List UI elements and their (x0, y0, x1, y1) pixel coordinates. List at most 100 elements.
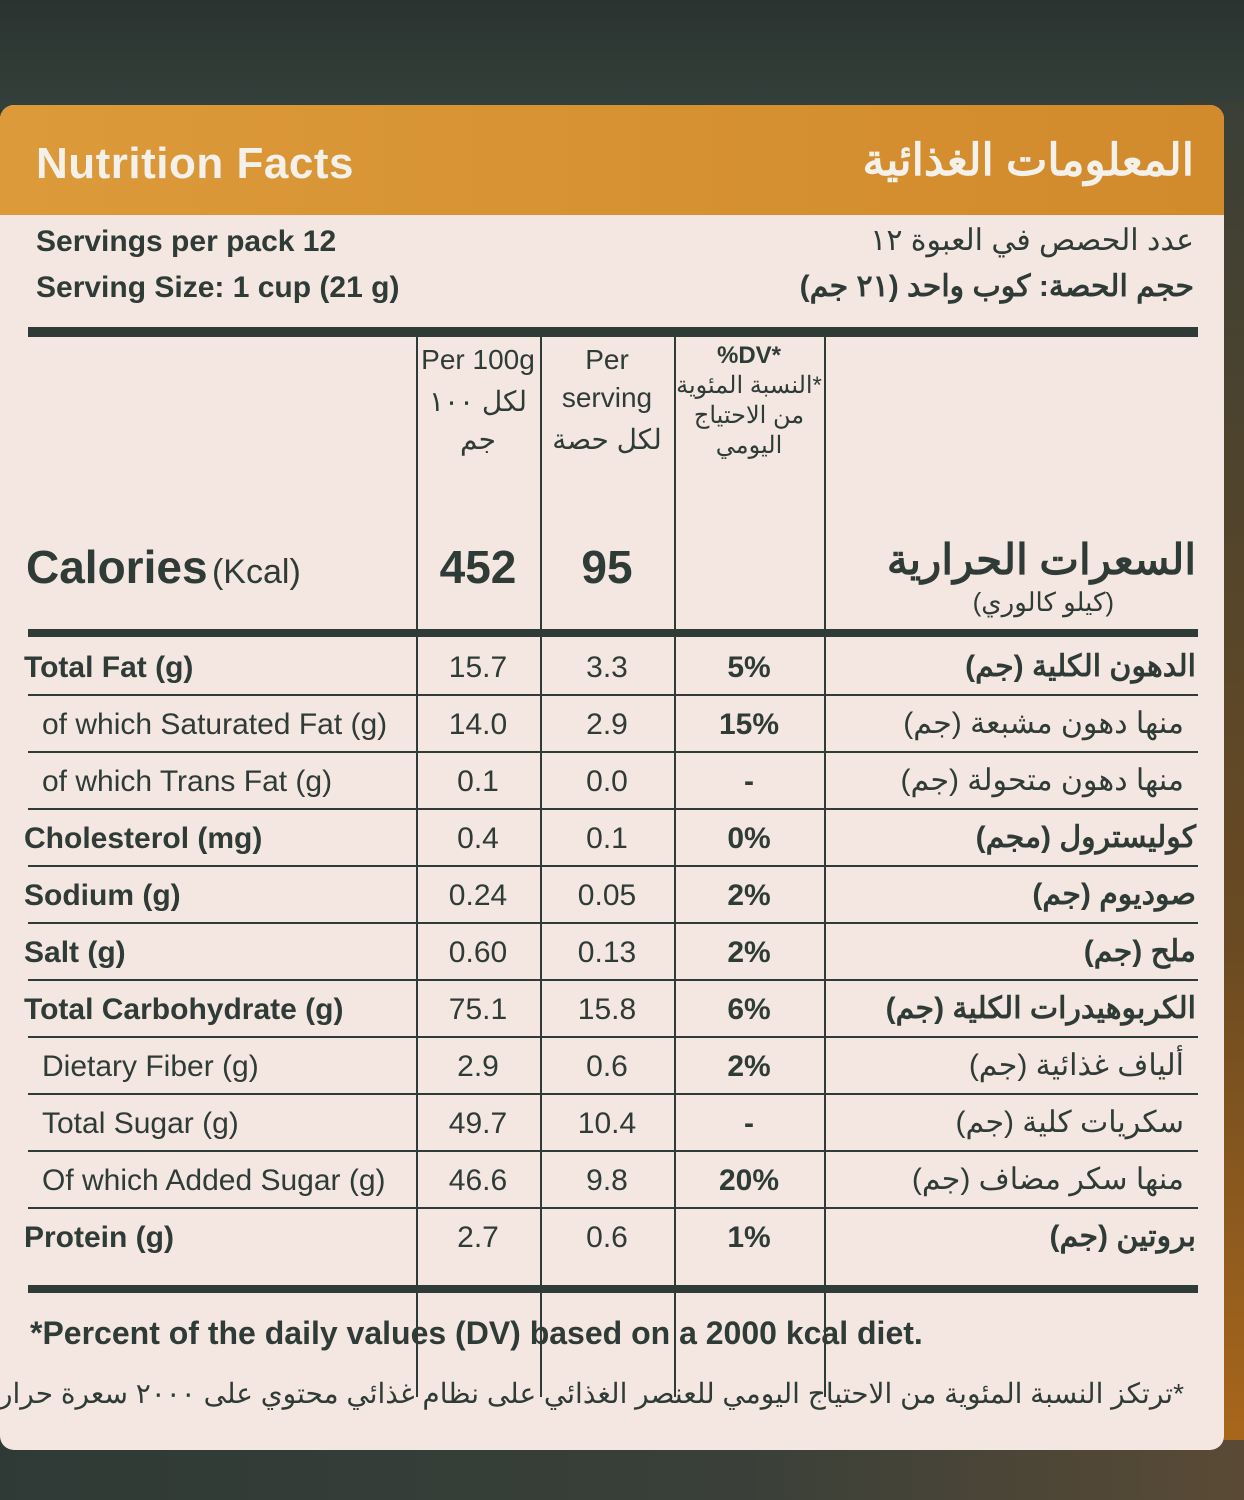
nutrient-name-ar: منها دهون مشبعة (جم) (903, 707, 1184, 740)
value-per-100g: 0.1 (457, 765, 499, 798)
column-divider (540, 337, 542, 1397)
column-header-per-serving: Per serving لكل حصة (542, 341, 672, 459)
value-per-serving: 0.6 (586, 1050, 628, 1083)
nutrition-label: Nutrition Facts المعلومات الغذائية Servi… (0, 105, 1224, 1450)
row-divider (28, 865, 1198, 867)
nutrient-name-en: Total Sugar (g) (42, 1107, 239, 1140)
value-daily-percent: 0% (727, 822, 771, 855)
servings-per-pack-en: Servings per pack 12 (36, 225, 337, 258)
per-100g-ar: لكل ١٠٠ جم (428, 386, 528, 455)
value-per-100g: 0.24 (448, 879, 508, 912)
dv-ar: *النسبة المئوية من الاحتياج اليومي (676, 372, 822, 459)
table-row: Sodium (g) 0.24 0.05 2% صوديوم (جم) (0, 867, 1224, 924)
table-row: Cholesterol (mg) 0.4 0.1 0% كوليسترول (مجم) (0, 810, 1224, 867)
value-per-100g: 0.60 (448, 936, 508, 969)
value-per-serving: 15.8 (577, 993, 637, 1026)
column-header-per-100g: Per 100g لكل ١٠٠ جم (418, 341, 538, 459)
nutrient-name-ar: سكريات كلية (جم) (955, 1106, 1184, 1139)
nutrient-name-en: Salt (g) (24, 936, 126, 969)
value-per-100g: 0.4 (457, 822, 499, 855)
row-divider (28, 1207, 1198, 1209)
top-thick-rule (28, 327, 1198, 337)
nutrient-name-ar: بروتين (جم) (1049, 1220, 1196, 1253)
table-row: Protein (g) 2.7 0.6 1% بروتين (جم) (0, 1209, 1224, 1266)
nutrient-name-en: Dietary Fiber (g) (42, 1050, 259, 1083)
value-daily-percent: 2% (727, 936, 771, 969)
calories-label: Calories (Kcal) (26, 540, 301, 594)
nutrient-name-ar: كوليسترول (مجم) (975, 821, 1196, 854)
value-daily-percent: 2% (727, 1050, 771, 1083)
package-background-bottom (0, 1440, 1244, 1500)
nutrient-name-en: Sodium (g) (24, 879, 181, 912)
footnote-arabic: *ترتكز النسبة المئوية من الاحتياج اليومي… (0, 1378, 1184, 1409)
calories-rule (28, 629, 1198, 637)
value-per-serving: 0.0 (586, 765, 628, 798)
nutrient-name-en: of which Saturated Fat (g) (42, 708, 388, 741)
nutrient-name-en: Total Carbohydrate (g) (24, 993, 344, 1026)
dv-en: %DV* (716, 342, 782, 369)
value-per-100g: 2.9 (457, 1050, 499, 1083)
per-100g-en: Per 100g (421, 344, 535, 375)
table-row: Of which Added Sugar (g) 46.6 9.8 20% منها س… (0, 1152, 1224, 1209)
nutrient-name-ar: منها دهون متحولة (جم) (900, 764, 1184, 797)
table-row: of which Trans Fat (g) 0.1 0.0 - منها دهون م… (0, 753, 1224, 810)
value-daily-percent: 5% (727, 651, 771, 684)
value-per-100g: 2.7 (457, 1221, 499, 1254)
value-daily-percent: - (744, 1107, 754, 1140)
value-daily-percent: 20% (718, 1164, 780, 1197)
nutrient-name-ar: الدهون الكلية (جم) (965, 650, 1196, 683)
row-divider (28, 808, 1198, 810)
row-divider (28, 979, 1198, 981)
value-per-100g: 46.6 (448, 1164, 508, 1197)
serving-size-en: Serving Size: 1 cup (21 g) (36, 271, 400, 304)
nutrient-name-en: Total Fat (g) (24, 651, 194, 684)
calories-label-text: Calories (26, 541, 208, 593)
value-per-100g: 49.7 (448, 1107, 508, 1140)
nutrient-name-ar: صوديوم (جم) (1032, 878, 1196, 911)
calories-per-serving: 95 (581, 541, 633, 593)
nutrient-name-ar: منها سكر مضاف (جم) (911, 1163, 1184, 1196)
table-row: Salt (g) 0.60 0.13 2% ملح (جم) (0, 924, 1224, 981)
value-per-serving: 3.3 (586, 651, 628, 684)
column-header-dv: %DV* *النسبة المئوية من الاحتياج اليومي (676, 341, 822, 461)
value-daily-percent: 6% (727, 993, 771, 1026)
package-background-top (0, 0, 1244, 110)
nutrient-name-ar: الكربوهيدرات الكلية (جم) (885, 992, 1196, 1025)
title-arabic: المعلومات الغذائية (862, 136, 1194, 185)
calories-label-ar: السعرات الحرارية (886, 536, 1196, 583)
table-row: Total Sugar (g) 49.7 10.4 - سكريات كلية (جم) (0, 1095, 1224, 1152)
footnote-english: *Percent of the daily values (DV) based … (30, 1315, 923, 1351)
value-per-serving: 10.4 (577, 1107, 637, 1140)
value-daily-percent: 1% (727, 1221, 771, 1254)
row-divider (28, 922, 1198, 924)
title-english: Nutrition Facts (36, 139, 354, 188)
row-divider (28, 751, 1198, 753)
nutrient-name-en: Protein (g) (24, 1221, 174, 1254)
servings-per-pack-ar: عدد الحصص في العبوة ١٢ (870, 224, 1194, 257)
bottom-rule (28, 1285, 1198, 1293)
calories-per-100g: 452 (439, 541, 517, 593)
nutrient-name-ar: ألياف غذائية (جم) (968, 1049, 1184, 1082)
row-divider (28, 1036, 1198, 1038)
value-daily-percent: 15% (718, 708, 780, 741)
header-band: Nutrition Facts المعلومات الغذائية (0, 105, 1224, 215)
per-serving-ar: لكل حصة (552, 424, 662, 455)
column-divider (416, 337, 418, 1397)
column-divider (824, 337, 826, 1397)
value-per-serving: 2.9 (586, 708, 628, 741)
nutrient-name-en: of which Trans Fat (g) (42, 765, 333, 798)
nutrient-name-en: Cholesterol (mg) (24, 822, 263, 855)
nutrient-name-en: Of which Added Sugar (g) (42, 1164, 386, 1197)
row-divider (28, 694, 1198, 696)
table-row: Total Carbohydrate (g) 75.1 15.8 6% الكربوهي… (0, 981, 1224, 1038)
nutrient-name-ar: ملح (جم) (1083, 935, 1196, 968)
row-divider (28, 1093, 1198, 1095)
table-row: Dietary Fiber (g) 2.9 0.6 2% ألياف غذائية (ج… (0, 1038, 1224, 1095)
column-divider (674, 337, 676, 1397)
row-divider (28, 1150, 1198, 1152)
value-per-100g: 75.1 (448, 993, 508, 1026)
value-per-100g: 15.7 (448, 651, 508, 684)
value-per-serving: 0.6 (586, 1221, 628, 1254)
value-per-100g: 14.0 (448, 708, 508, 741)
calories-unit-ar: (كيلو كالوري) (972, 587, 1114, 617)
